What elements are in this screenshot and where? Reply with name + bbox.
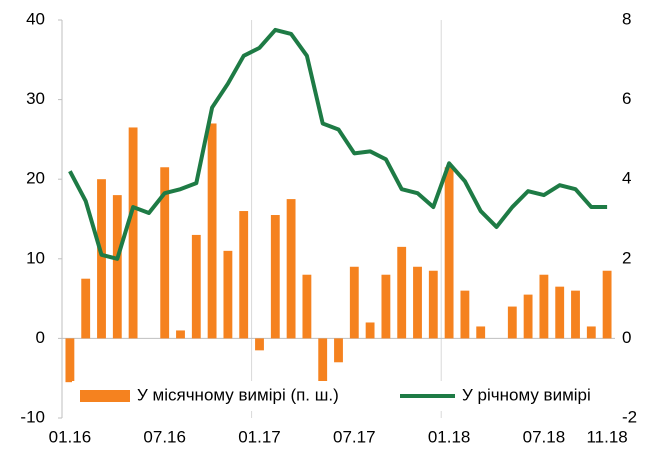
- legend-label: У місячному вимірі (п. ш.): [137, 385, 339, 404]
- x-tick-label: 01.17: [238, 427, 281, 446]
- bar: [523, 294, 533, 339]
- bar: [239, 211, 249, 339]
- y-tick-label: 30: [26, 89, 45, 108]
- x-tick-label: 01.18: [428, 427, 471, 446]
- bar: [97, 179, 106, 339]
- bar: [444, 167, 454, 339]
- y2-tick-label: 2: [622, 248, 631, 267]
- y-tick-label: 10: [26, 248, 45, 267]
- bar: [191, 234, 201, 339]
- bar: [302, 274, 312, 339]
- y2-tick-label: 8: [622, 9, 631, 28]
- bar: [81, 278, 91, 339]
- bar: [460, 290, 470, 339]
- y-tick-label: -10: [20, 407, 45, 426]
- y-tick-label: 0: [36, 328, 45, 347]
- bar: [555, 286, 565, 339]
- legend-swatch: [80, 390, 130, 402]
- y2-tick-label: 0: [622, 328, 631, 347]
- bar: [334, 338, 343, 363]
- bar: [428, 270, 438, 339]
- legend-label: У річному вимірі: [462, 385, 591, 404]
- y2-tick-label: -2: [622, 407, 637, 426]
- legend-box: [72, 381, 612, 411]
- y2-tick-label: 6: [622, 89, 631, 108]
- bar: [270, 215, 280, 339]
- bar: [286, 199, 296, 339]
- x-tick-label: 11.18: [586, 427, 627, 446]
- bar: [65, 338, 75, 383]
- bar: [602, 270, 612, 339]
- bar: [160, 167, 170, 339]
- line: [68, 27, 608, 261]
- x-tick-label: 07.16: [143, 427, 186, 446]
- bar: [207, 123, 217, 339]
- bar: [381, 274, 391, 339]
- bar: [365, 322, 375, 339]
- bar: [507, 306, 517, 339]
- bar: [176, 330, 185, 339]
- bar: [413, 266, 422, 339]
- y2-tick-label: 4: [622, 169, 631, 188]
- bar: [571, 290, 580, 339]
- bar: [397, 246, 407, 339]
- bar: [476, 326, 486, 339]
- x-tick-label: 07.17: [333, 427, 376, 446]
- bar: [349, 266, 359, 339]
- bar: [112, 195, 122, 339]
- y-tick-label: 20: [26, 169, 45, 188]
- bar: [255, 338, 264, 351]
- bar: [223, 250, 233, 339]
- bar: [128, 127, 138, 339]
- y-tick-label: 40: [26, 9, 45, 28]
- bar: [318, 338, 328, 391]
- x-tick-label: 07.18: [523, 427, 566, 446]
- bar: [539, 274, 549, 339]
- bar: [586, 326, 596, 339]
- x-tick-label: 01.16: [49, 427, 92, 446]
